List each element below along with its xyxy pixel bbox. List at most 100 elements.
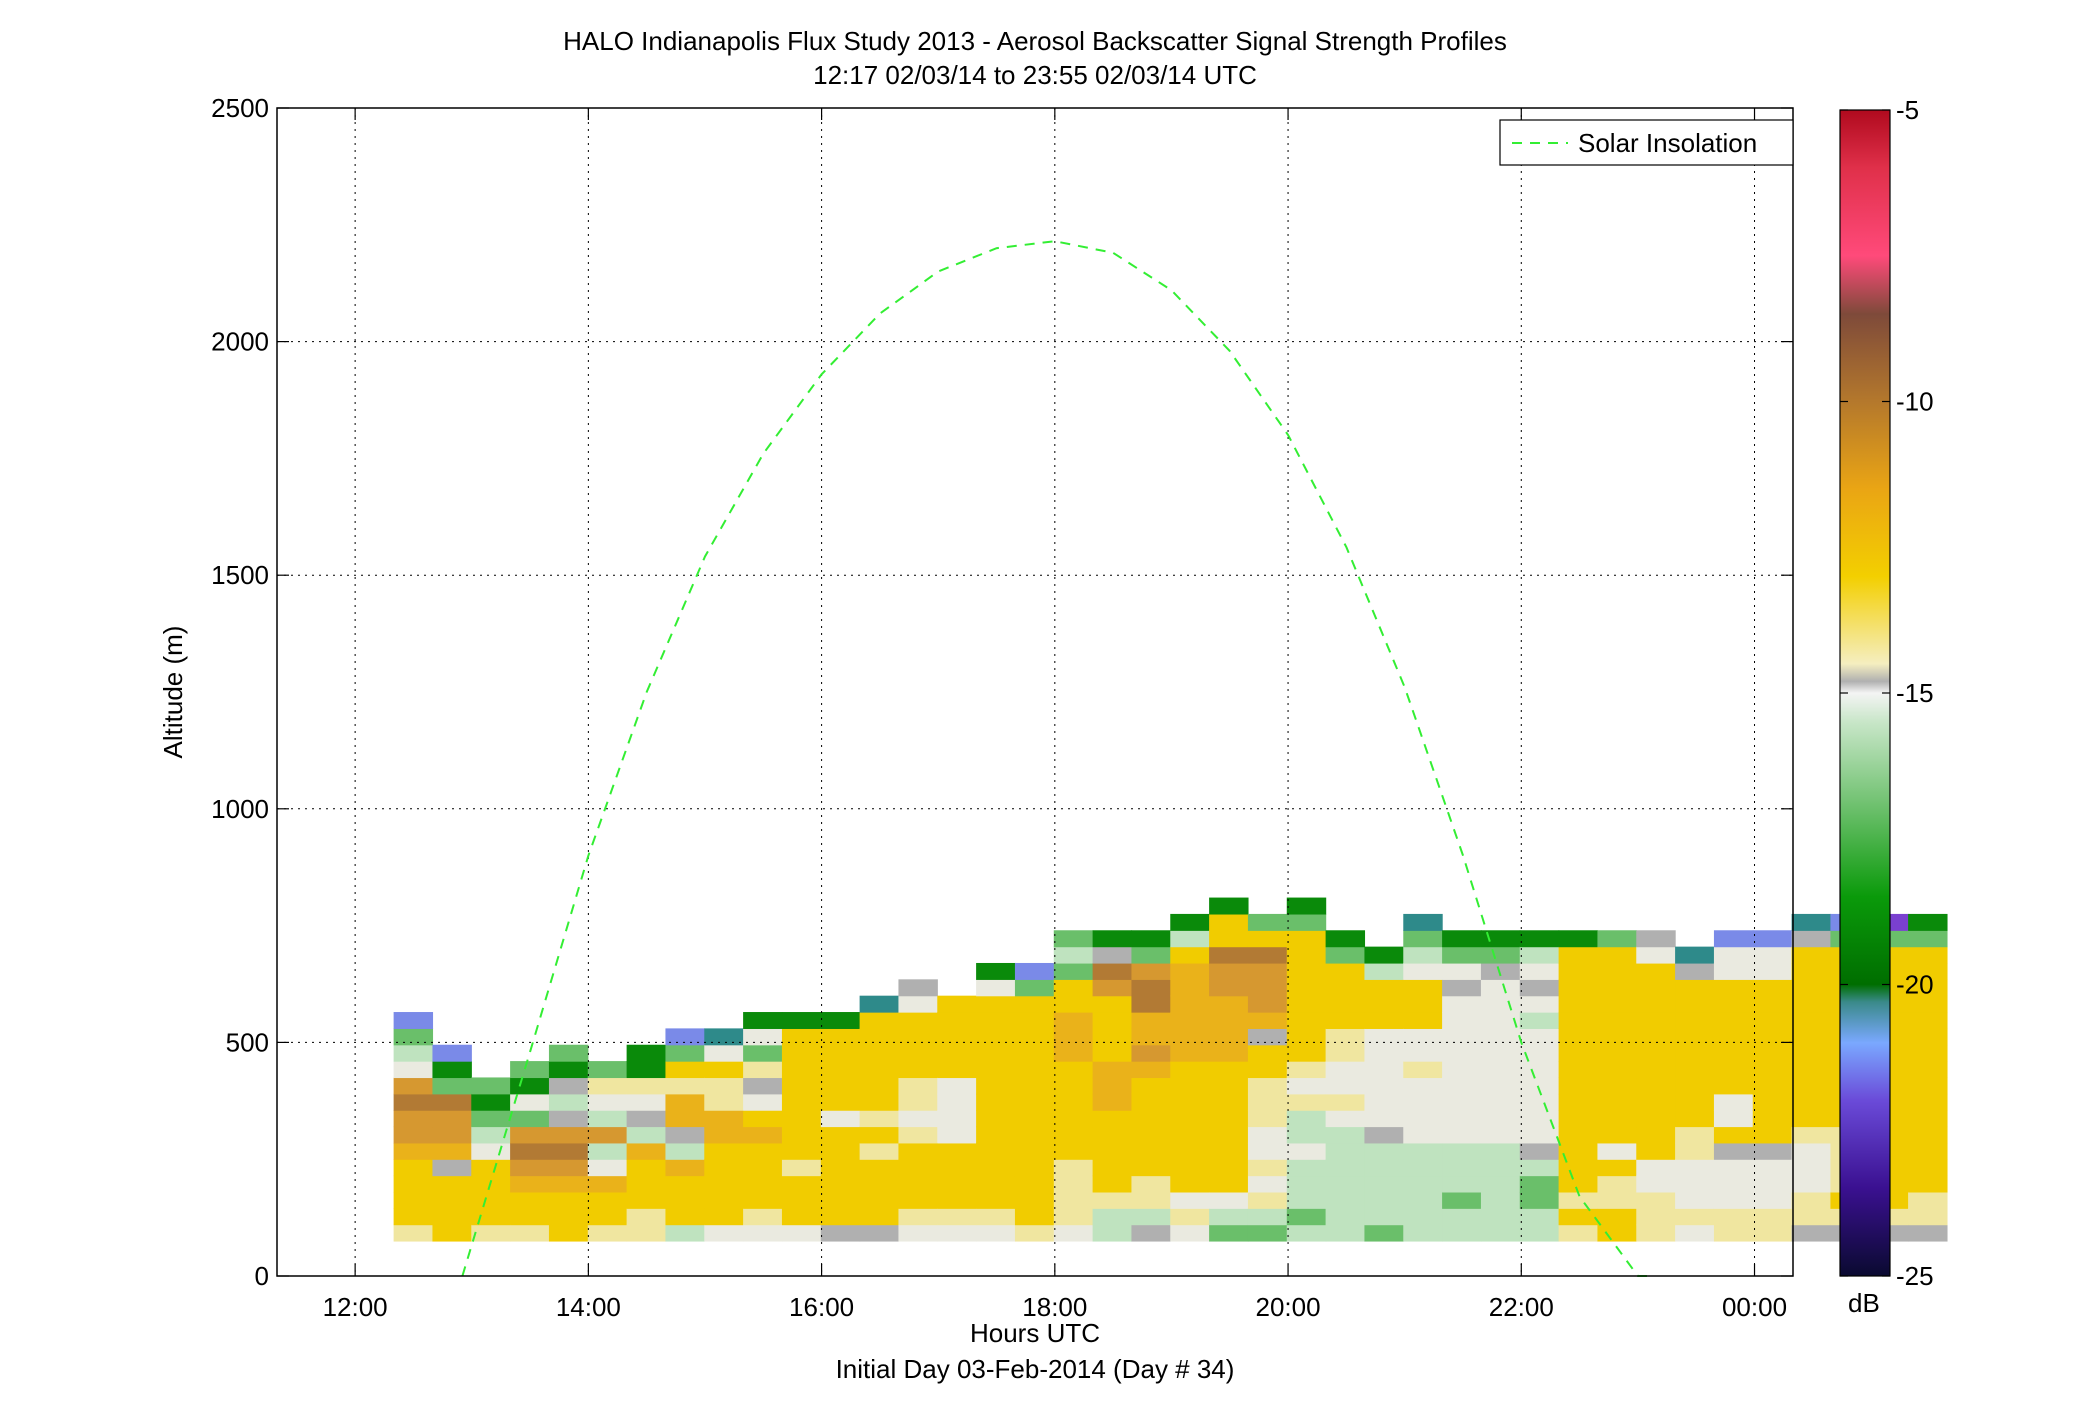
x-tick-label: 16:00 — [789, 1292, 854, 1322]
heatmap-cell — [1247, 1110, 1288, 1128]
heatmap-cell — [393, 1044, 434, 1062]
heatmap-cell — [1325, 1159, 1366, 1177]
heatmap-cell — [1403, 946, 1443, 964]
heatmap-cell — [1364, 1028, 1404, 1046]
heatmap-cell — [1519, 1110, 1560, 1128]
heatmap-cell — [1364, 979, 1404, 997]
heatmap-cell — [1442, 979, 1482, 997]
heatmap-cell — [1519, 1126, 1560, 1144]
heatmap-cell — [1325, 1093, 1366, 1111]
heatmap-cell — [859, 1126, 900, 1144]
heatmap-cell — [1442, 1093, 1482, 1111]
x-tick-label: 22:00 — [1489, 1292, 1554, 1322]
heatmap-cell — [743, 1093, 783, 1111]
heatmap-cell — [781, 1159, 822, 1177]
heatmap-cell — [393, 1077, 434, 1095]
heatmap-cell — [1364, 1077, 1404, 1095]
heatmap-cell — [898, 1028, 938, 1046]
heatmap-cell — [1170, 1126, 1210, 1144]
heatmap-cell — [1442, 1175, 1482, 1193]
heatmap-cell — [1752, 1142, 1793, 1160]
heatmap-cell — [1908, 1093, 1948, 1111]
heatmap-cell — [1791, 1142, 1832, 1160]
heatmap-cell — [820, 1175, 861, 1193]
heatmap-cell — [1636, 1093, 1676, 1111]
heatmap-cell — [1403, 1126, 1443, 1144]
heatmap-cell — [704, 1077, 744, 1095]
heatmap-cell — [1636, 1061, 1676, 1079]
heatmap-cell — [898, 1224, 938, 1242]
heatmap-cell — [393, 1126, 434, 1144]
heatmap-cell — [1364, 995, 1404, 1013]
heatmap-cell — [743, 1142, 783, 1160]
heatmap-cell — [1170, 1159, 1210, 1177]
heatmap-cell — [1209, 1044, 1249, 1062]
heatmap-cell — [432, 1142, 472, 1160]
heatmap-cell — [1558, 930, 1599, 948]
heatmap-cell — [1247, 1208, 1288, 1226]
heatmap-cell — [781, 1208, 822, 1226]
heatmap-cell — [859, 1012, 900, 1029]
heatmap-cell — [1675, 1224, 1715, 1242]
heatmap-cell — [976, 1159, 1016, 1177]
heatmap-cell — [898, 1110, 938, 1128]
heatmap-cell — [1014, 1061, 1055, 1079]
heatmap-cell — [1480, 979, 1521, 997]
heatmap-cell — [1014, 1208, 1055, 1226]
heatmap-cell — [1791, 1093, 1832, 1111]
heatmap-cell — [859, 1142, 900, 1160]
heatmap-cell — [1092, 1077, 1133, 1095]
heatmap-cell — [432, 1191, 472, 1209]
heatmap-cell — [1403, 995, 1443, 1013]
heatmap-cell — [393, 1191, 434, 1209]
y-tick-label: 1000 — [211, 794, 269, 824]
heatmap-cell — [1791, 1012, 1832, 1029]
heatmap-cell — [1713, 1110, 1754, 1128]
heatmap-cell — [1247, 995, 1288, 1013]
heatmap-cell — [1170, 1175, 1210, 1193]
heatmap-cell — [820, 1126, 861, 1144]
heatmap-cell — [1636, 1175, 1676, 1193]
heatmap-cell — [1131, 1061, 1171, 1079]
heatmap-cell — [1675, 1093, 1715, 1111]
heatmap-cell — [1364, 1093, 1404, 1111]
heatmap-cell — [471, 1110, 511, 1128]
heatmap-cell — [1131, 1142, 1171, 1160]
colorbar-tick-label: -20 — [1896, 970, 1934, 1000]
heatmap-cell — [548, 1191, 589, 1209]
heatmap-cell — [1713, 1044, 1754, 1062]
heatmap-cell — [1752, 930, 1793, 948]
heatmap-cell — [1908, 995, 1948, 1013]
heatmap-cell — [1286, 913, 1327, 931]
heatmap-cell — [1908, 1175, 1948, 1193]
heatmap-cell — [1053, 946, 1094, 964]
heatmap-cell — [1170, 946, 1210, 964]
heatmap-cell — [1480, 1175, 1521, 1193]
heatmap-cell — [1519, 1159, 1560, 1177]
heatmap-cell — [1325, 962, 1366, 980]
heatmap-cell — [1209, 1175, 1249, 1193]
heatmap-cell — [1713, 1028, 1754, 1046]
heatmap-cell — [1014, 1142, 1055, 1160]
heatmap-cell — [1325, 1012, 1366, 1029]
heatmap-cell — [976, 1224, 1016, 1242]
heatmap-cell — [1519, 1191, 1560, 1209]
heatmap-cell — [432, 1061, 472, 1079]
heatmap-cell — [1092, 1028, 1133, 1046]
y-tick-label: 500 — [226, 1027, 269, 1057]
heatmap-cell — [1713, 1224, 1754, 1242]
heatmap-cell — [1791, 1224, 1832, 1242]
heatmap-cell — [1209, 930, 1249, 948]
heatmap-cell — [1675, 946, 1715, 964]
heatmap-cell — [781, 1044, 822, 1062]
axis-ticks — [277, 107, 1793, 1277]
heatmap-cell — [626, 1224, 667, 1242]
heatmap-cell — [743, 1208, 783, 1226]
heatmap-cell — [1752, 1093, 1793, 1111]
heatmap-cell — [1791, 979, 1832, 997]
heatmap-cell — [510, 1110, 550, 1128]
heatmap-cell — [898, 1208, 938, 1226]
heatmap-cell — [587, 1142, 628, 1160]
heatmap-cell — [1442, 1142, 1482, 1160]
colorbar-tick-label: -5 — [1896, 95, 1919, 125]
